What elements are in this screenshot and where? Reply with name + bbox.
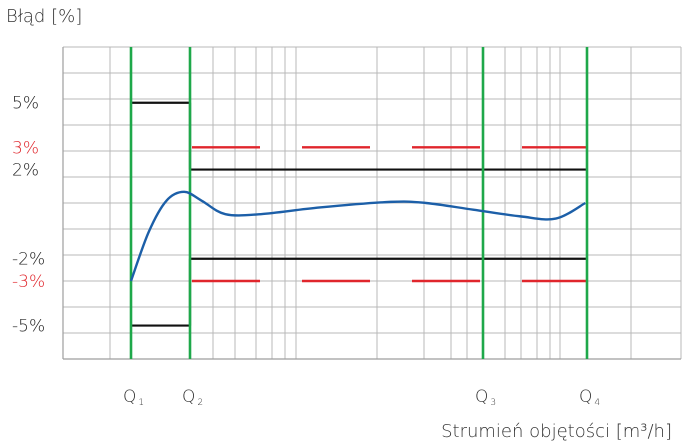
error-curve <box>129 190 586 282</box>
labels: Błąd [%] Strumień objętości [m³/h] 5% 3% 2… <box>6 6 672 442</box>
y-tick-label: -5% <box>12 317 45 337</box>
q-marker-lines <box>129 47 589 359</box>
error-curve-line <box>129 190 586 282</box>
y-tick-label: -2% <box>12 250 45 270</box>
grid <box>62 46 682 360</box>
y-tick-label: 2% <box>12 161 39 181</box>
y-tick-label: 3% <box>12 138 39 158</box>
x-axis-title: Strumień objętości [m³/h] <box>441 421 672 442</box>
y-axis-title: Błąd [%] <box>6 6 82 27</box>
y-tick-label: 5% <box>12 94 39 114</box>
y-tick-label: -3% <box>12 272 45 292</box>
limit-lines <box>131 101 587 327</box>
